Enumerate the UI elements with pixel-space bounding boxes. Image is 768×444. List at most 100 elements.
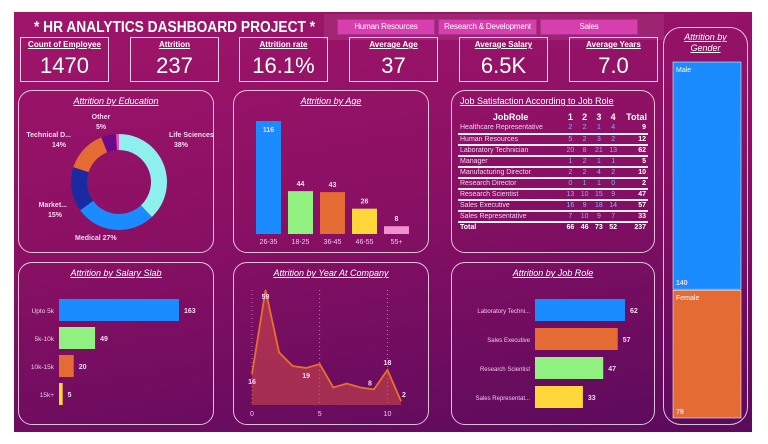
bar-category-label: 5k-10k — [34, 336, 54, 343]
kpi-average-salary: Average Salary 6.5K — [459, 37, 548, 82]
bar-category-label: 15k+ — [40, 392, 54, 399]
table-cell: 33 — [620, 210, 648, 223]
total-row: Total 66 46 73 52 237 — [458, 222, 648, 233]
table-cell: 13 — [563, 188, 578, 201]
bar-value-label: 163 — [184, 308, 196, 315]
table-row: Sales Representative 7 10 9 7 33 — [458, 210, 648, 223]
jobrole-title: Attrition by Job Role — [512, 268, 594, 278]
age-tick-label: 55+ — [391, 239, 403, 246]
table-cell: 0 — [606, 177, 621, 190]
table-cell: 21 — [591, 144, 607, 157]
donut-slice — [119, 134, 167, 217]
table-cell: 15 — [591, 188, 607, 201]
kpi-label: Count of Employee — [28, 40, 101, 49]
slice-label: Market... — [39, 202, 67, 209]
column-header[interactable]: 2 — [582, 112, 588, 122]
kpi-attrition-rate: Attrition rate 16.1% — [239, 37, 328, 82]
table-cell: 57 — [620, 199, 648, 212]
job-satisfaction-panel: Job Satisfaction According to Job Role J… — [451, 90, 655, 253]
bar — [59, 327, 96, 349]
table-cell: 5 — [620, 155, 648, 168]
column-header[interactable]: JobRole — [492, 112, 529, 122]
donut-slice — [101, 134, 117, 153]
table-cell: 12 — [620, 133, 648, 146]
bar-category-label: Research Scientist — [480, 367, 530, 373]
table-cell: 5 — [563, 133, 578, 146]
slice-label: Medical 27% — [75, 235, 117, 242]
bar — [59, 299, 179, 321]
table-cell: Manager — [458, 155, 564, 168]
kpi-value: 16.1% — [252, 53, 315, 78]
point-label: 19 — [302, 373, 310, 380]
table-cell: 9 — [620, 123, 648, 135]
bar — [535, 328, 618, 350]
point-label: 16 — [248, 379, 256, 386]
column-header[interactable]: Total — [626, 112, 647, 122]
jobrole-panel: Attrition by Job Role 62 Laboratory Techn… — [451, 262, 655, 425]
gender-title: Attrition by Gender — [684, 32, 727, 53]
column-header[interactable]: 3 — [596, 112, 602, 122]
table-cell: 2 — [620, 177, 648, 190]
age-tick-label: 18-25 — [292, 239, 310, 246]
years-panel: Attrition by Year At Company 0 5 10 16 59 19 8… — [233, 262, 429, 425]
table-cell: Total — [460, 223, 477, 231]
area-fill — [252, 290, 401, 405]
age-value-label: 26 — [361, 199, 369, 206]
kpi-label: Average Salary — [474, 40, 533, 49]
filter-human-resources[interactable]: Human Resources — [337, 19, 435, 35]
table-cell: 8 — [577, 144, 592, 157]
table-cell: 18 — [591, 199, 607, 212]
table-cell: 2 — [577, 166, 592, 179]
bar-value-label: 5 — [68, 392, 72, 399]
dashboard: * HR ANALYTICS DASHBOARD PROJECT * Human… — [14, 12, 752, 432]
x-tick-label: 5 — [318, 411, 322, 418]
column-header[interactable]: 1 — [567, 112, 573, 122]
slice-percent: 5% — [96, 124, 107, 131]
table-cell: 4 — [591, 166, 607, 179]
job-satisfaction-table: JobRole 1 2 3 4 Total Healthcare Representativ… — [458, 111, 648, 232]
age-value-label: 116 — [263, 127, 274, 134]
table-cell: 46 — [580, 223, 589, 231]
kpi-value: 237 — [156, 53, 193, 78]
department-slicer: Human Resources Research & Development S… — [324, 14, 664, 40]
table-cell: Laboratory Technician — [458, 144, 564, 157]
table-cell: 9 — [591, 210, 607, 223]
bar-category-label: Upto 5k — [32, 308, 55, 315]
area-line — [251, 289, 402, 402]
bar-value-label: 20 — [79, 364, 87, 371]
table-cell: Sales Executive — [458, 199, 564, 212]
gender-category-label: Male — [676, 67, 691, 74]
dashboard-title: * HR ANALYTICS DASHBOARD PROJECT * — [34, 19, 316, 36]
table-cell: Human Resources — [458, 133, 564, 146]
slice-label: Life Sciences — [169, 132, 214, 139]
salary-bar-chart: 163 Upto 5k 49 5k-10k 20 10k-15k 5 15k+ — [31, 299, 196, 405]
slice-label: Other — [92, 114, 111, 121]
bar-value-label: 47 — [608, 366, 616, 373]
table-cell: Sales Representative — [458, 210, 564, 223]
point-label: 2 — [402, 392, 406, 399]
filter-sales[interactable]: Sales — [540, 19, 638, 35]
kpi-average-age: Average Age 37 — [349, 37, 438, 82]
filter-research-development[interactable]: Research & Development — [438, 19, 537, 35]
bar-category-label: 10k-15k — [31, 364, 55, 371]
donut-slice — [71, 167, 94, 211]
table-cell: 237 — [634, 223, 646, 231]
salary-panel: Attrition by Salary Slab 163 Upto 5k 49 5k-… — [18, 262, 214, 425]
gender-category-label: Female — [676, 295, 699, 302]
table-cell: 1 — [591, 123, 607, 135]
table-cell: 52 — [609, 223, 618, 231]
table-cell: 1 — [591, 177, 607, 190]
gender-value-label: 79 — [676, 409, 684, 416]
bar-category-label: Sales Representat... — [476, 396, 531, 402]
column-header[interactable]: 4 — [610, 112, 616, 122]
kpi-value: 37 — [381, 53, 406, 78]
table-row: Manager 1 2 1 1 5 — [458, 155, 648, 168]
age-tick-label: 26-35 — [260, 239, 278, 246]
table-cell: 2 — [606, 166, 621, 179]
age-bar — [320, 192, 345, 234]
table-cell: 13 — [606, 144, 621, 157]
table-cell: 47 — [620, 188, 648, 201]
gender-stacked-bar: Male 140 Female 79 — [672, 61, 742, 419]
education-panel: Attrition by Education Life Sciences 38% M… — [18, 90, 214, 253]
table-cell: 16 — [563, 199, 578, 212]
